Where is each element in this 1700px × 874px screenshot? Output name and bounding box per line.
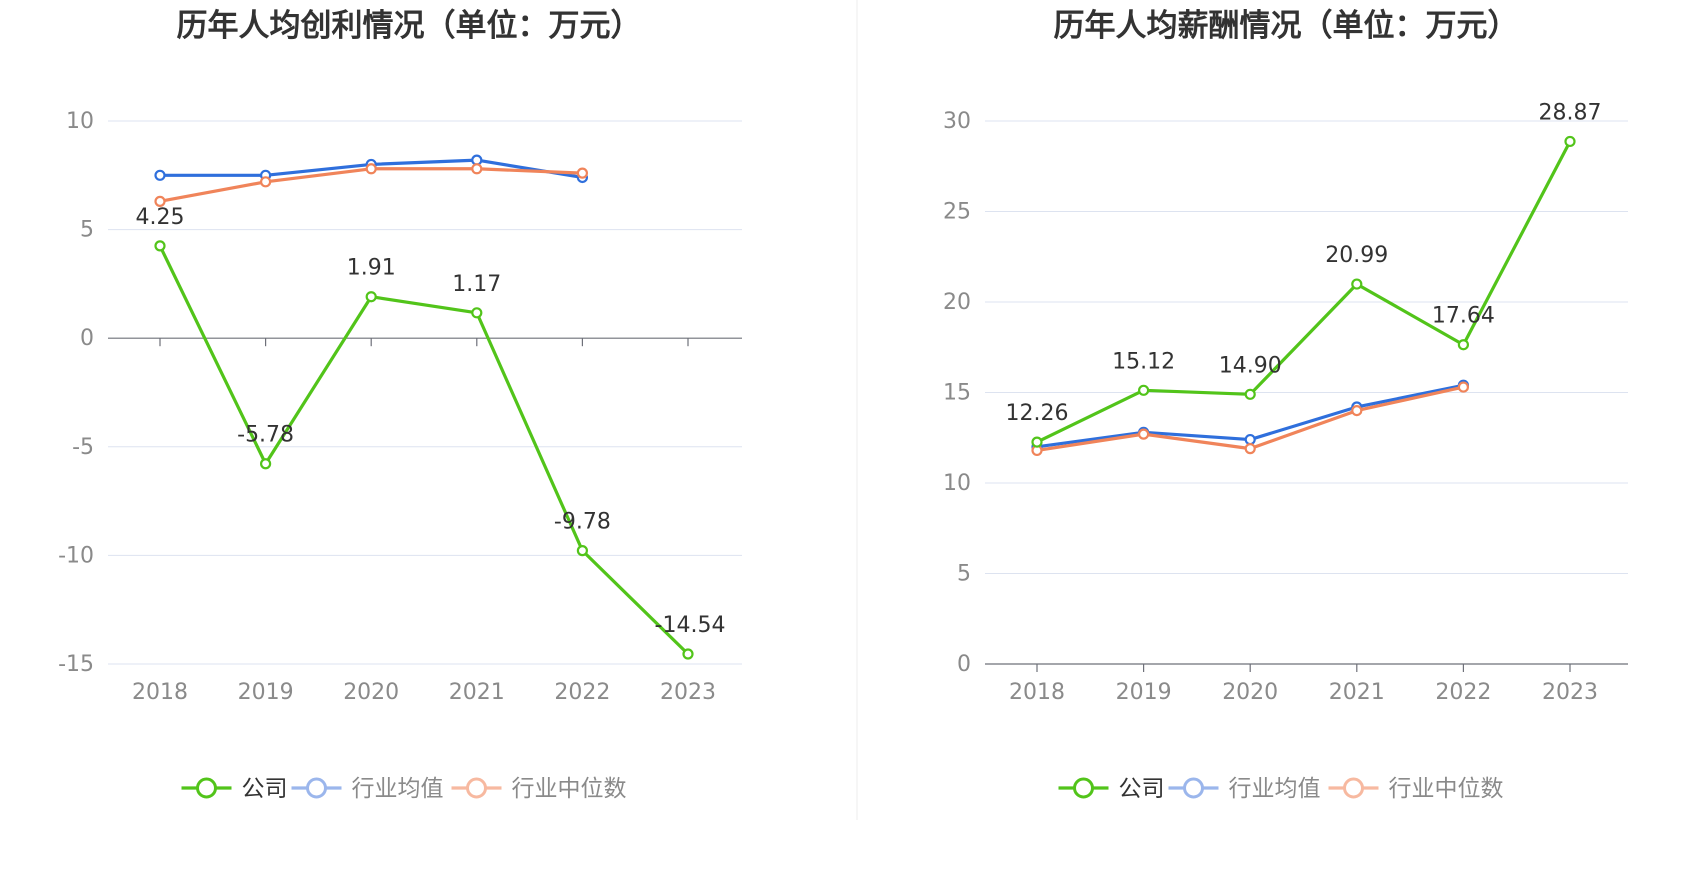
x-tick-label: 2022 [1435, 680, 1491, 705]
y-tick-label: 20 [943, 290, 971, 315]
y-tick-label: 0 [957, 652, 971, 677]
data-label: 1.91 [347, 256, 396, 281]
data-point[interactable] [365, 163, 377, 175]
y-tick-label: 15 [943, 381, 971, 406]
legend-label: 公司 [242, 776, 288, 802]
y-tick-label: 5 [957, 562, 971, 587]
data-point[interactable] [576, 545, 589, 557]
data-point[interactable] [1137, 428, 1150, 440]
data-label: 28.87 [1539, 100, 1602, 125]
data-label: 14.90 [1219, 353, 1282, 378]
data-point[interactable] [154, 169, 166, 181]
chart-title: 历年人均创利情况（单位：万元） [177, 8, 642, 44]
x-tick-label: 2018 [1009, 680, 1065, 705]
data-point[interactable] [471, 307, 483, 319]
data-point[interactable] [1564, 135, 1576, 148]
data-point[interactable] [1244, 388, 1256, 400]
legend-label: 行业均值 [352, 776, 444, 802]
data-label: 20.99 [1325, 243, 1388, 268]
y-tick-label: 10 [66, 109, 94, 134]
data-point[interactable] [682, 648, 694, 660]
data-point[interactable] [154, 240, 166, 252]
data-label: 1.17 [452, 272, 501, 297]
data-label: 4.25 [136, 205, 185, 230]
y-tick-label: 25 [943, 200, 971, 225]
data-point[interactable] [1031, 436, 1043, 448]
data-label: -9.78 [554, 510, 611, 535]
y-tick-label: -15 [58, 652, 94, 677]
salary-chart: 历年人均薪酬情况（单位：万元） 30 25 20 15 10 5 0 2018 2019 2020… [943, 8, 1628, 802]
data-point[interactable] [260, 176, 272, 188]
data-point[interactable] [576, 167, 589, 179]
data-point[interactable] [1244, 433, 1256, 446]
data-point[interactable] [260, 458, 272, 470]
legend-marker-icon [306, 777, 327, 799]
data-label: -5.78 [237, 423, 294, 448]
x-tick-label: 2023 [1542, 680, 1598, 705]
data-label: 17.64 [1432, 304, 1495, 329]
legend-item[interactable]: 行业中位数 [451, 776, 627, 802]
x-tick-label: 2019 [238, 680, 294, 705]
x-tick-label: 2020 [343, 680, 399, 705]
legend-marker-icon [1343, 777, 1364, 799]
data-point[interactable] [1457, 381, 1470, 393]
x-tick-label: 2019 [1116, 680, 1172, 705]
data-point[interactable] [1244, 443, 1256, 455]
data-point[interactable] [1137, 384, 1150, 396]
legend-item[interactable]: 行业均值 [1168, 776, 1321, 802]
legend-item[interactable]: 公司 [181, 776, 288, 802]
legend-label: 行业中位数 [512, 776, 627, 802]
data-label: -14.54 [655, 613, 726, 638]
y-tick-label: 10 [943, 471, 971, 496]
x-tick-label: 2021 [449, 680, 505, 705]
data-point[interactable] [471, 163, 483, 175]
data-point[interactable] [1351, 405, 1363, 417]
data-label: 15.12 [1112, 349, 1175, 374]
legend-marker-icon [1183, 777, 1204, 799]
legend-label: 行业中位数 [1389, 776, 1504, 802]
data-label: 12.26 [1006, 401, 1069, 426]
legend-item[interactable]: 公司 [1058, 776, 1165, 802]
legend-marker-icon [196, 777, 217, 799]
y-tick-label: 30 [943, 109, 971, 134]
x-tick-label: 2023 [660, 680, 716, 705]
legend-item[interactable]: 行业中位数 [1328, 776, 1504, 802]
legend-label: 行业均值 [1229, 776, 1321, 802]
series-line [158, 245, 690, 656]
data-point[interactable] [1351, 278, 1363, 290]
y-tick-label: 5 [80, 218, 94, 243]
x-tick-label: 2021 [1329, 680, 1385, 705]
profit-chart: 历年人均创利情况（单位：万元） 10 5 0 -5 -10 -15 2018 2019 2020… [58, 8, 742, 802]
x-tick-label: 2020 [1222, 680, 1278, 705]
y-tick-label: 0 [80, 326, 94, 351]
y-tick-label: -5 [72, 435, 94, 460]
x-tick-label: 2018 [132, 680, 188, 705]
legend-label: 公司 [1119, 776, 1165, 802]
legend-marker-icon [466, 777, 487, 799]
y-tick-label: -10 [58, 543, 94, 568]
x-tick-label: 2022 [554, 680, 610, 705]
data-point[interactable] [154, 195, 166, 207]
chart-title: 历年人均薪酬情况（单位：万元） [1054, 8, 1519, 44]
data-point[interactable] [1457, 339, 1470, 351]
legend-marker-icon [1073, 777, 1094, 799]
series-line [1036, 140, 1572, 444]
data-point[interactable] [365, 291, 377, 303]
legend-item[interactable]: 行业均值 [291, 776, 444, 802]
